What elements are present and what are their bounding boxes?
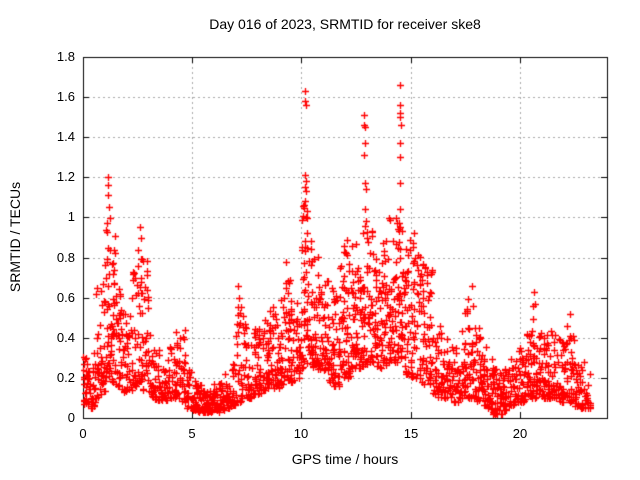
- x-tick-label: 10: [293, 426, 309, 441]
- x-tick-label: 0: [79, 426, 87, 441]
- y-tick-label: 1.8: [56, 49, 75, 64]
- y-tick-label: 1.6: [56, 89, 75, 104]
- y-axis-label: SRMTID / TECUs: [7, 181, 23, 293]
- y-tick-label: 1.2: [56, 169, 75, 184]
- x-tick-label: 15: [403, 426, 419, 441]
- y-tick-label: 0: [67, 410, 75, 425]
- y-tick-label: 0.8: [56, 250, 75, 265]
- chart-title: Day 016 of 2023, SRMTID for receiver ske…: [209, 16, 481, 32]
- y-tick-label: 0.6: [56, 290, 75, 305]
- y-tick-label: 0.4: [56, 330, 75, 345]
- x-tick-label: 5: [188, 426, 196, 441]
- y-tick-label: 1.4: [56, 129, 75, 144]
- y-tick-label: 1: [67, 209, 75, 224]
- y-tick-label: 0.2: [56, 370, 75, 385]
- x-axis-label: GPS time / hours: [291, 451, 399, 467]
- x-tick-label: 20: [512, 426, 528, 441]
